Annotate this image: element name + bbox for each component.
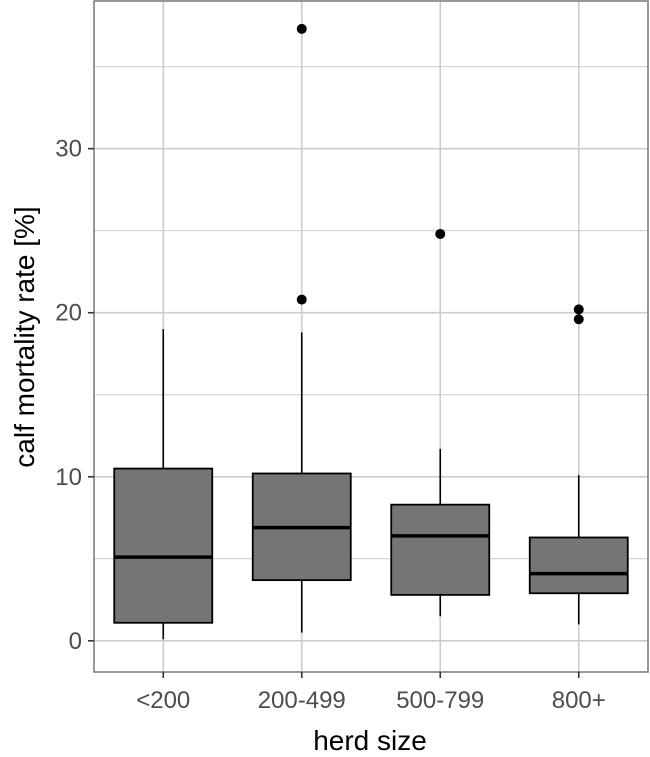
x-tick-label: 800+ bbox=[552, 687, 606, 714]
y-axis-title: calf mortality rate [%] bbox=[9, 206, 40, 467]
box-group bbox=[390, 228, 491, 617]
y-axis-ticks: 0 10 20 30 bbox=[55, 136, 94, 655]
y-tick-label: 0 bbox=[69, 628, 82, 655]
box-group bbox=[113, 329, 214, 640]
x-tick-label: 500-799 bbox=[396, 687, 484, 714]
box-iqr bbox=[528, 536, 629, 595]
x-axis-title: herd size bbox=[313, 725, 427, 756]
plot-panel-border bbox=[93, 0, 649, 673]
x-tick-label: <200 bbox=[136, 687, 190, 714]
outlier-point bbox=[573, 304, 584, 315]
y-tick-label: 10 bbox=[55, 464, 82, 491]
x-axis-ticks: <200 200-499 500-799 800+ bbox=[136, 672, 606, 714]
y-tick-label: 30 bbox=[55, 136, 82, 163]
y-tick-label: 20 bbox=[55, 300, 82, 327]
box-group bbox=[251, 23, 352, 633]
box-group bbox=[528, 304, 629, 625]
box-iqr bbox=[113, 467, 214, 624]
outlier-point bbox=[296, 23, 307, 34]
x-tick-label: 200-499 bbox=[258, 687, 346, 714]
outlier-point bbox=[435, 228, 446, 239]
outlier-point bbox=[296, 294, 307, 305]
box-iqr bbox=[390, 503, 491, 596]
outlier-point bbox=[573, 314, 584, 325]
box-series bbox=[113, 23, 629, 640]
